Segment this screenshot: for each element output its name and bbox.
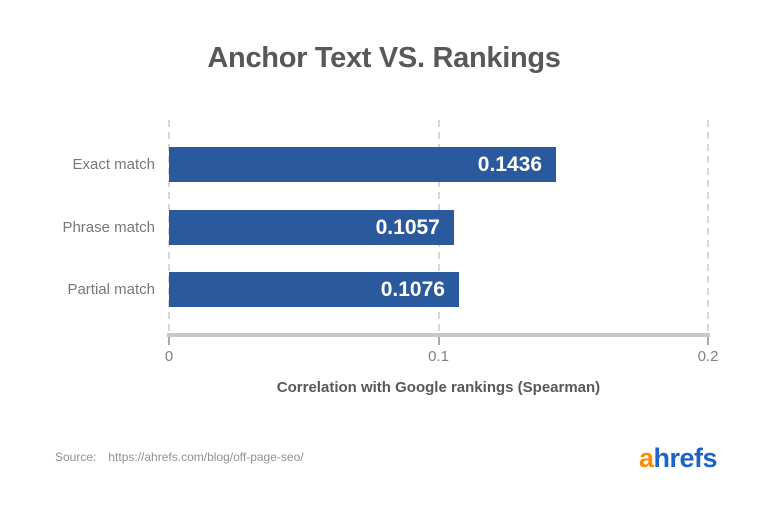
plot-area: Exact match 0.1436 Phrase match 0.1057 Parti… — [62, 120, 718, 380]
axis-tick — [707, 337, 709, 345]
bar-value-label: 0.1057 — [375, 215, 440, 239]
ahrefs-logo-hrefs: hrefs — [653, 443, 717, 473]
axis-tick — [437, 337, 440, 345]
source-url: https://ahrefs.com/blog/off-page-seo/ — [108, 450, 304, 464]
source-line: Source: https://ahrefs.com/blog/off-page-… — [55, 450, 304, 464]
axis-tick-label: 0 — [164, 348, 174, 365]
bar: 0.1076 — [169, 272, 459, 307]
axis-tick-label: 0.2 — [697, 348, 719, 365]
bar-row: Phrase match 0.1057 — [62, 209, 708, 245]
axis-tick — [168, 337, 170, 345]
category-label: Partial match — [67, 281, 155, 298]
bar: 0.1057 — [169, 209, 454, 245]
bar: 0.1436 — [169, 147, 556, 182]
bar-value-label: 0.1076 — [380, 278, 445, 301]
bar-value-label: 0.1436 — [477, 153, 542, 176]
category-label: Phrase match — [62, 218, 155, 236]
bar-row: Exact match 0.1436 — [72, 147, 708, 182]
bar-row: Partial match 0.1076 — [67, 272, 708, 307]
ahrefs-logo: ahrefs — [638, 443, 718, 473]
x-axis-title: Correlation with Google rankings (Spearm… — [276, 379, 601, 396]
source-label: Source: — [55, 450, 97, 464]
category-label: Exact match — [72, 156, 155, 173]
ahrefs-logo-a: a — [638, 443, 654, 473]
gridline — [707, 120, 709, 333]
x-axis-line — [167, 333, 710, 337]
axis-tick-label: 0.1 — [428, 348, 449, 365]
chart-title: Anchor Text VS. Rankings — [207, 42, 561, 74]
